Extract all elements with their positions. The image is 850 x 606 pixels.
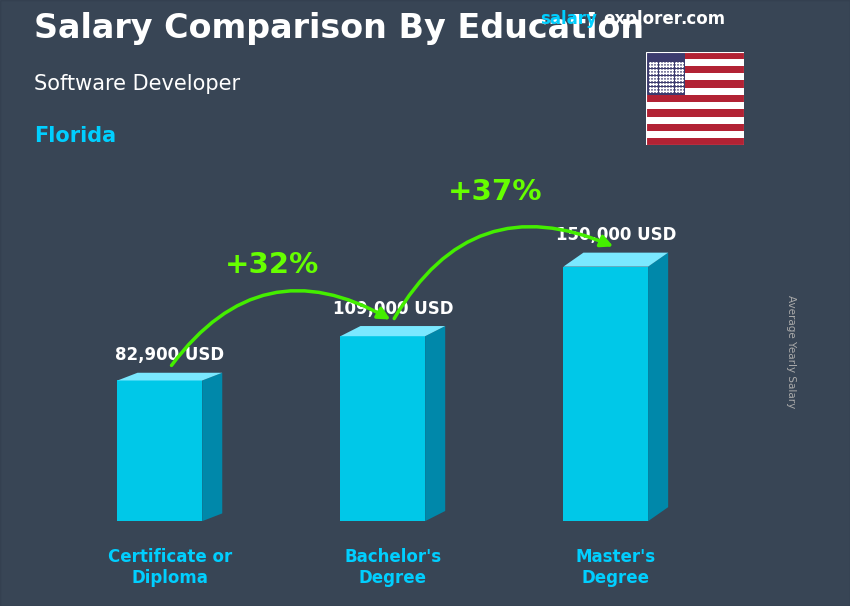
- Text: Certificate or
Diploma: Certificate or Diploma: [108, 548, 232, 587]
- Bar: [646, 52, 685, 95]
- Bar: [646, 109, 744, 116]
- Bar: [646, 81, 744, 88]
- Polygon shape: [648, 253, 668, 521]
- Text: +37%: +37%: [448, 178, 542, 205]
- Text: Florida: Florida: [34, 125, 116, 145]
- Text: salary: salary: [540, 10, 597, 28]
- Text: Master's
Degree: Master's Degree: [575, 548, 656, 587]
- Polygon shape: [564, 253, 668, 267]
- Bar: [646, 52, 744, 59]
- Text: Software Developer: Software Developer: [34, 73, 240, 93]
- Text: 109,000 USD: 109,000 USD: [332, 299, 453, 318]
- Text: Average Yearly Salary: Average Yearly Salary: [785, 295, 796, 408]
- Bar: [646, 131, 744, 138]
- Polygon shape: [202, 373, 222, 521]
- Bar: [646, 116, 744, 124]
- Bar: [564, 267, 648, 521]
- Bar: [646, 102, 744, 109]
- Text: 150,000 USD: 150,000 USD: [556, 226, 676, 244]
- Polygon shape: [425, 326, 445, 521]
- Bar: [646, 138, 744, 145]
- Text: +32%: +32%: [225, 251, 320, 279]
- Bar: [646, 59, 744, 66]
- Polygon shape: [340, 326, 445, 336]
- Bar: [646, 88, 744, 95]
- Text: 82,900 USD: 82,900 USD: [116, 346, 224, 364]
- Text: explorer: explorer: [604, 10, 683, 28]
- Text: Salary Comparison By Education: Salary Comparison By Education: [34, 12, 644, 45]
- Polygon shape: [117, 373, 222, 381]
- Bar: [646, 95, 744, 102]
- Bar: [117, 381, 202, 521]
- Bar: [646, 73, 744, 81]
- Bar: [340, 336, 425, 521]
- Text: Bachelor's
Degree: Bachelor's Degree: [344, 548, 441, 587]
- Text: .com: .com: [680, 10, 725, 28]
- Bar: [646, 124, 744, 131]
- Bar: [646, 66, 744, 73]
